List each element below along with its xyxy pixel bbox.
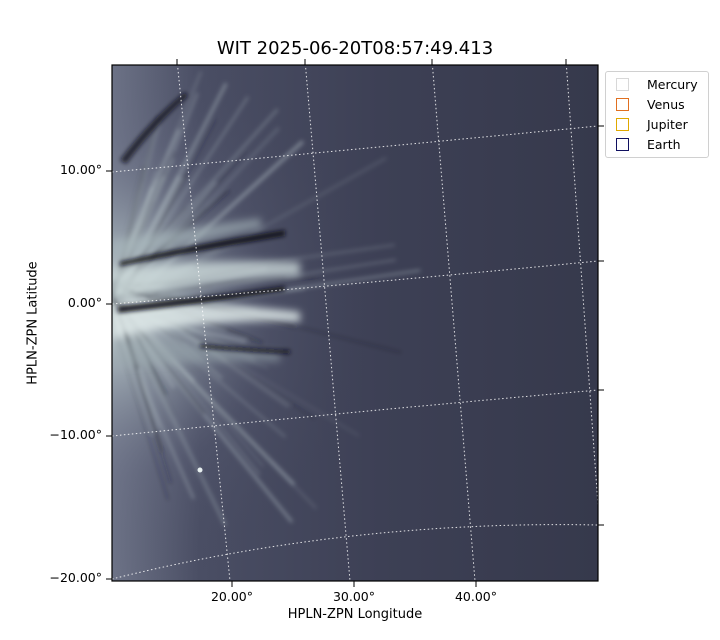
mercury-marker-icon [616, 77, 629, 91]
streamer-ray [112, 259, 396, 305]
legend-item-earth: Earth [616, 135, 681, 153]
streamer-ray [112, 128, 181, 282]
x-tick-label: 40.00° [454, 589, 498, 604]
streamer-ray [112, 297, 318, 510]
y-axis-label: HPLN-ZPN Latitude [25, 261, 41, 385]
legend-item-venus: Venus [616, 95, 685, 113]
legend-item-mercury: Mercury [616, 75, 698, 93]
y-tick-label: 0.00° [67, 295, 102, 310]
x-axis-label: HPLN-ZPN Longitude [287, 607, 423, 622]
plot-frame [111, 64, 599, 582]
earth-marker-icon [616, 137, 629, 151]
legend-label: Earth [647, 136, 681, 152]
legend-label: Venus [647, 96, 685, 112]
legend-label: Mercury [647, 76, 698, 92]
legend: Mercury Venus Jupiter Earth [605, 71, 709, 158]
image-title: WIT 2025-06-20T08:57:49.413 [216, 38, 494, 59]
y-tick-label: 10.00° [59, 162, 102, 177]
legend-item-jupiter: Jupiter [616, 115, 688, 133]
venus-marker-icon [616, 97, 629, 111]
legend-label: Jupiter [647, 116, 688, 132]
streamer-ray [112, 280, 224, 380]
jupiter-marker-icon [616, 117, 629, 131]
x-tick-label: 20.00° [210, 589, 254, 604]
y-tick-label: −20.00° [49, 570, 102, 585]
x-tick-label: 30.00° [332, 589, 376, 604]
y-tick-label: −10.00° [49, 427, 102, 442]
